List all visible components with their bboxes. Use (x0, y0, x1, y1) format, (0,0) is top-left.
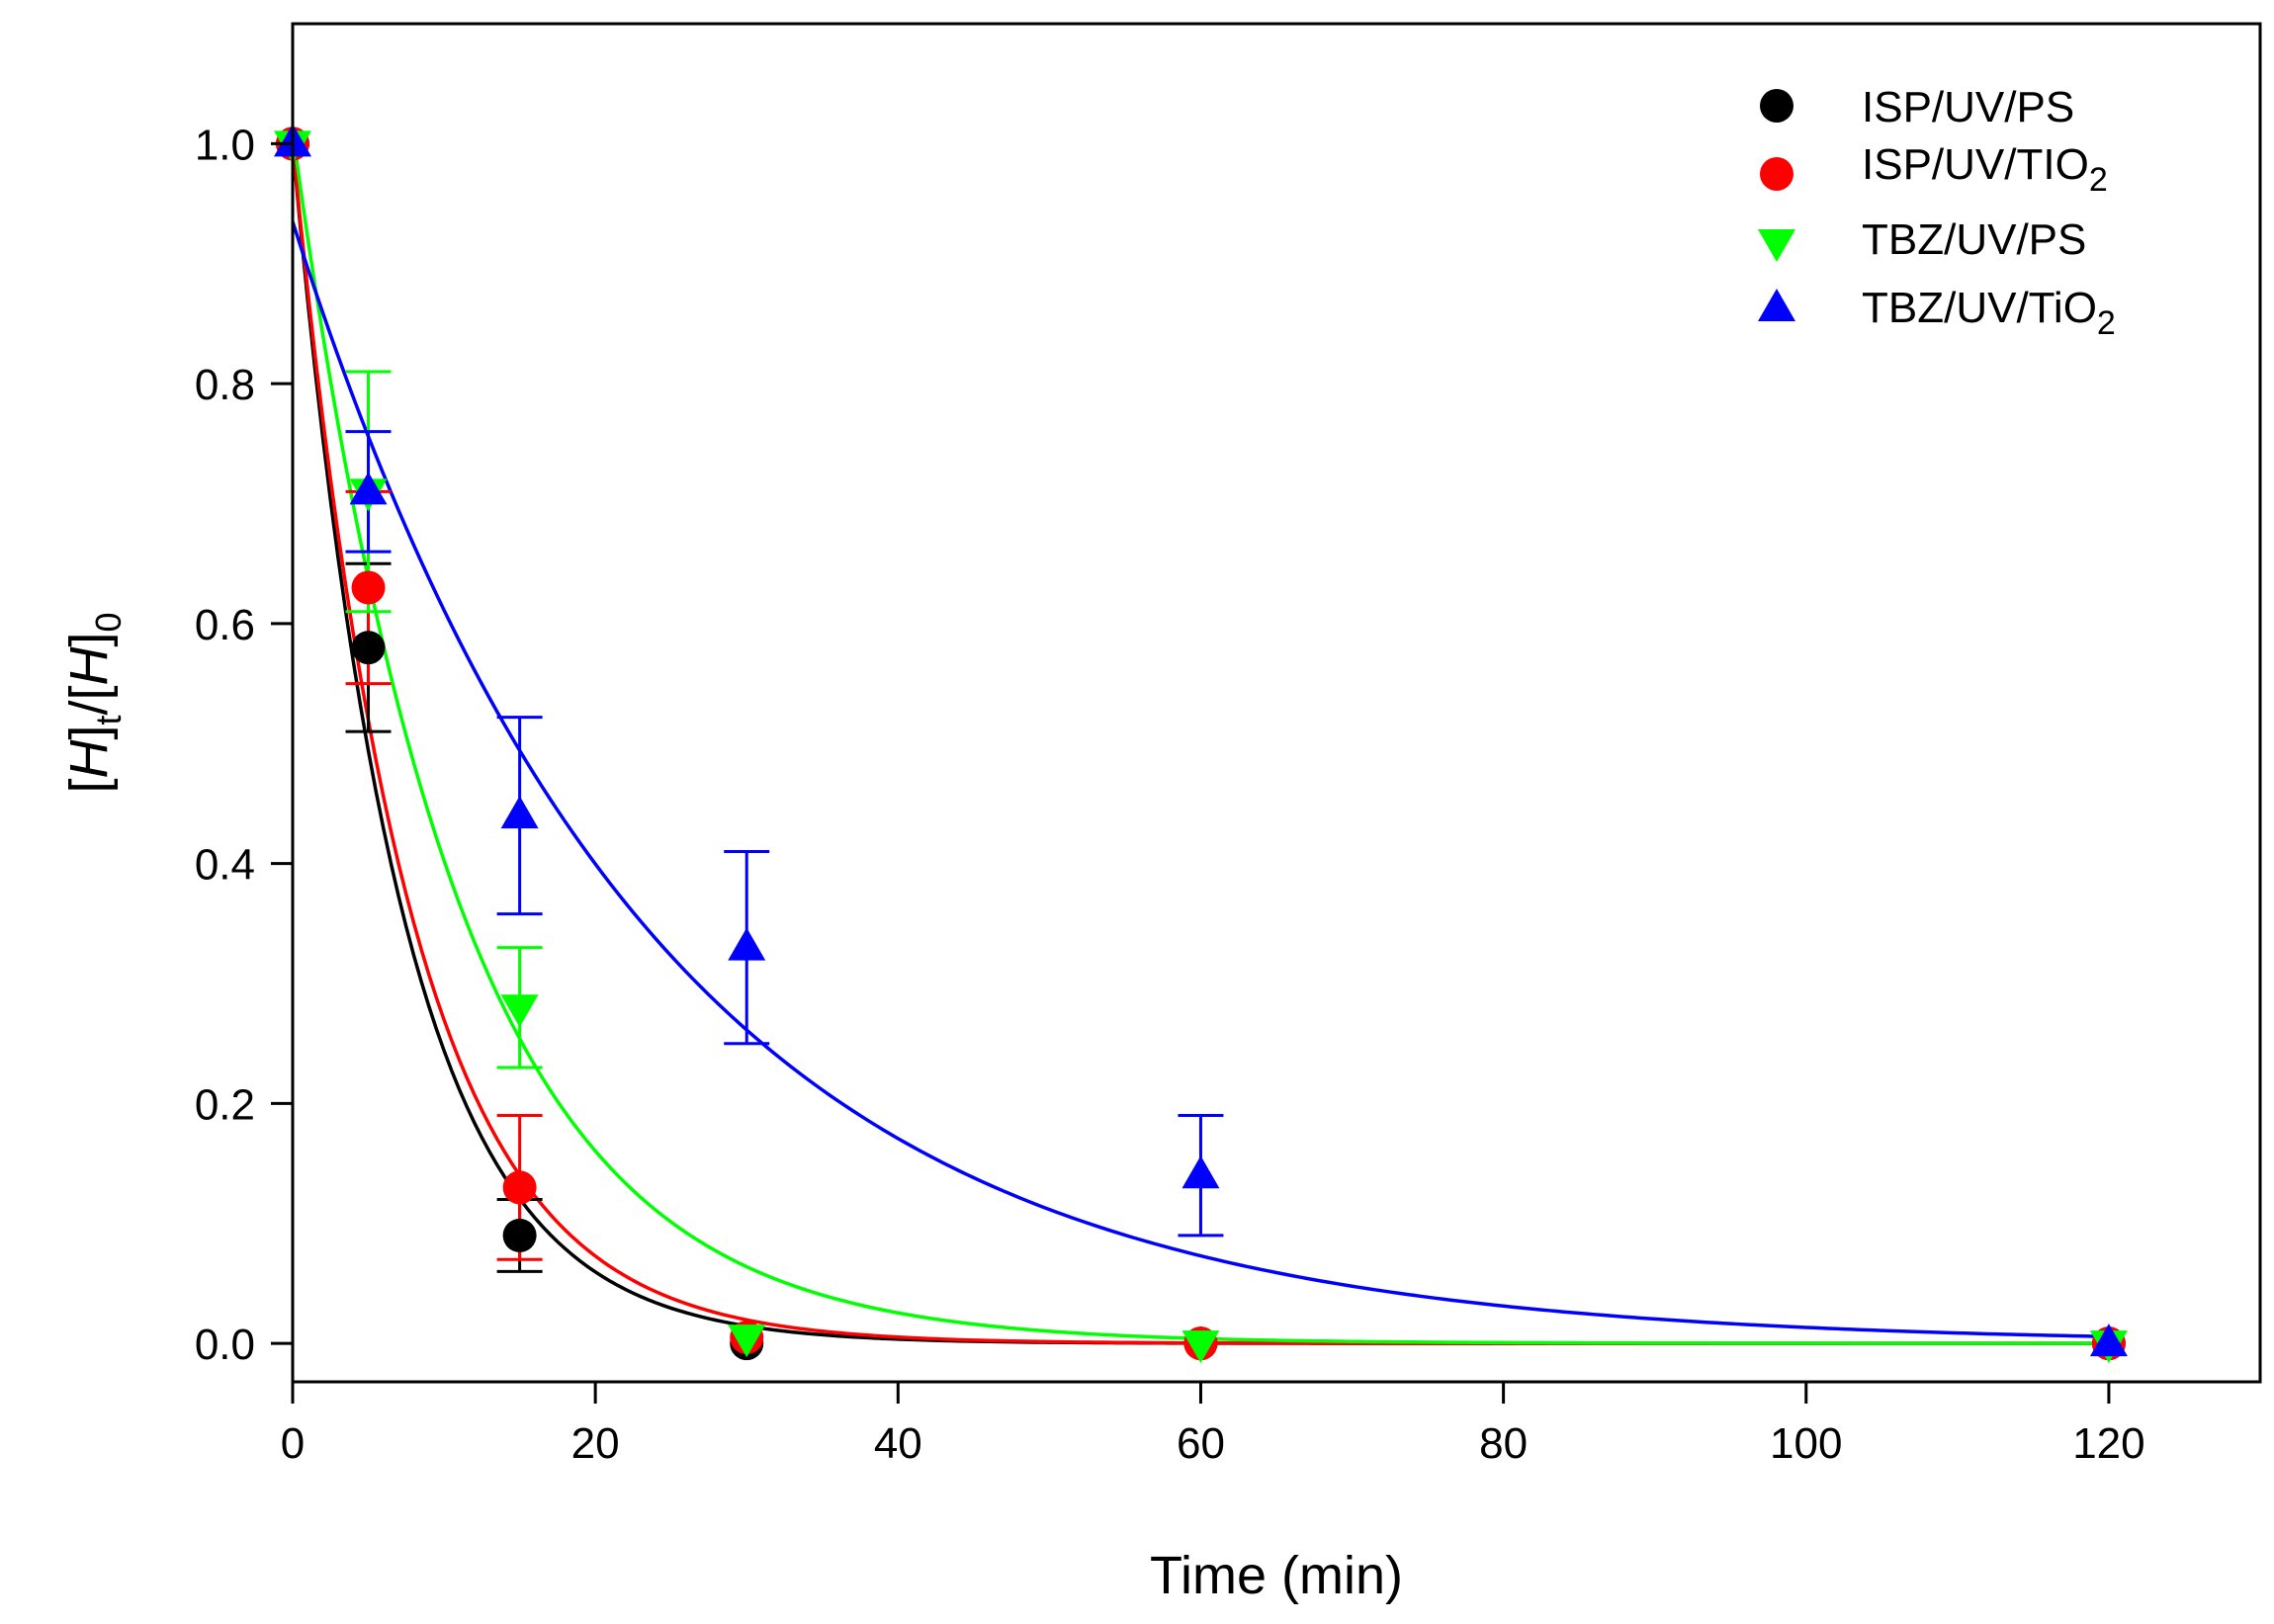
x-tick-label: 0 (281, 1419, 305, 1468)
legend-label-main: ISP/UV/TIO (1862, 140, 2089, 189)
data-point-tbz-uv-tio2 (349, 471, 388, 505)
y-axis-title-bracket-close-2: ] (59, 632, 119, 646)
x-tick-label: 120 (2072, 1419, 2144, 1468)
legend-label-tbz-uv-tio2: TBZ/UV/TiO2 (1862, 284, 2116, 342)
x-tick-label: 60 (1177, 1419, 1225, 1468)
x-tick-label: 20 (571, 1419, 620, 1468)
data-point-tbz-uv-ps (500, 994, 539, 1028)
legend-label-subscript: 2 (2097, 304, 2116, 342)
plot-frame (291, 22, 2262, 1384)
data-point-tbz-uv-tio2 (1181, 1155, 1220, 1189)
x-axis-ticks: 0 20 40 60 80 100 120 (281, 1382, 2145, 1468)
legend-item-isp-uv-tio2: ISP/UV/TIO2 (1760, 140, 2108, 199)
data-point-isp-uv-ps (502, 1218, 537, 1252)
x-tick-label: 80 (1479, 1419, 1528, 1468)
data-point-tbz-uv-ps (1181, 1330, 1220, 1364)
legend-item-isp-uv-ps: ISP/UV/PS (1760, 83, 2074, 131)
y-axis-title-divider: /[ (59, 685, 119, 715)
y-tick-label: 0.8 (195, 361, 255, 409)
y-axis-title-sub-0: 0 (88, 612, 129, 632)
x-axis-title: Time (min) (1150, 1546, 1403, 1605)
legend-label-main: TBZ/UV/PS (1862, 215, 2086, 264)
y-axis-title-var-2: H (59, 645, 119, 685)
y-axis-ticks: 0.0 0.2 0.4 0.6 0.8 1.0 (195, 121, 293, 1369)
data-point-isp-uv-tio2 (502, 1170, 537, 1205)
x-tick-label: 100 (1770, 1419, 1842, 1468)
legend-label-main: ISP/UV/PS (1862, 83, 2074, 131)
x-tick-label: 40 (874, 1419, 922, 1468)
data-point-isp-uv-ps (351, 631, 386, 665)
y-tick-label: 0.6 (195, 601, 255, 649)
legend-label-isp-uv-ps: ISP/UV/PS (1862, 83, 2074, 131)
legend-label-subscript: 2 (2089, 161, 2108, 199)
data-markers (274, 124, 2128, 1364)
legend-marker-isp-uv-tio2 (1760, 157, 1793, 191)
legend-label-tbz-uv-ps: TBZ/UV/PS (1862, 215, 2086, 264)
y-tick-label: 0.2 (195, 1080, 255, 1129)
data-point-isp-uv-tio2 (351, 570, 386, 605)
legend-label-main: TBZ/UV/TiO (1862, 284, 2097, 332)
y-tick-label: 1.0 (195, 121, 255, 169)
y-axis-title-sub-t: t (88, 716, 129, 726)
data-point-tbz-uv-ps (728, 1325, 766, 1358)
y-axis-title-bracket-close: ] (59, 726, 119, 740)
fit-curve-tbz-uv-tio2 (291, 220, 2109, 1338)
data-point-tbz-uv-tio2 (500, 796, 539, 829)
legend-item-tbz-uv-ps: TBZ/UV/PS (1758, 215, 2086, 264)
data-point-tbz-uv-tio2 (728, 927, 766, 961)
legend: ISP/UV/PS ISP/UV/TIO2 TBZ/UV/PS TBZ/UV/T… (1758, 83, 2116, 342)
legend-label-isp-uv-tio2: ISP/UV/TIO2 (1862, 140, 2108, 199)
y-tick-label: 0.4 (195, 841, 255, 890)
legend-marker-tbz-uv-ps (1758, 229, 1795, 262)
legend-marker-isp-uv-ps (1760, 89, 1793, 123)
legend-marker-tbz-uv-tio2 (1758, 289, 1795, 321)
y-tick-label: 0.0 (195, 1321, 255, 1369)
y-axis-title-var: H (59, 739, 119, 779)
y-axis-title: [H]t/[H]0 (59, 612, 129, 793)
legend-item-tbz-uv-tio2: TBZ/UV/TiO2 (1758, 284, 2116, 342)
y-axis-title-bracket-open: [ (59, 779, 119, 794)
data-point-tbz-uv-tio2 (2089, 1324, 2128, 1357)
